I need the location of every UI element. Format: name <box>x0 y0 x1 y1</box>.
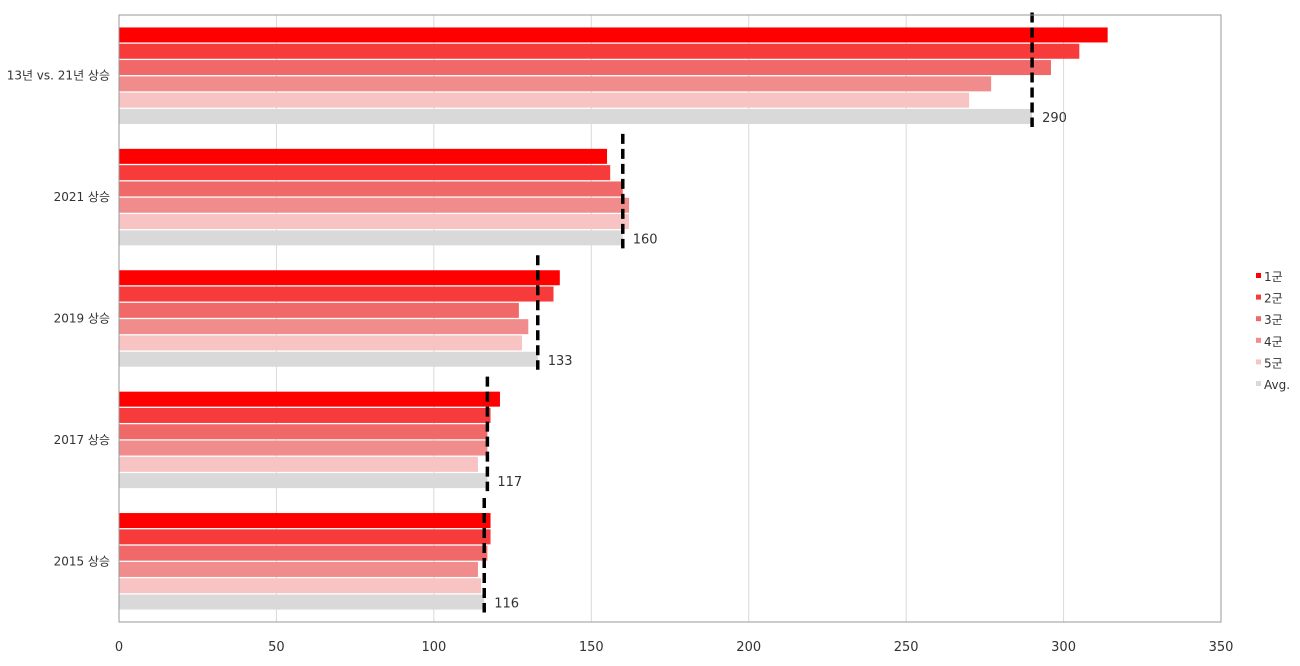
bar <box>119 319 529 335</box>
average-label: 160 <box>633 232 658 247</box>
legend-label: Avg. <box>1264 378 1290 392</box>
legend-label: 2군 <box>1264 292 1283 306</box>
bar <box>119 391 500 407</box>
average-lines <box>482 12 1034 613</box>
category-label: 2019 상승 <box>54 312 110 326</box>
bar <box>119 181 623 197</box>
x-tick-label: 150 <box>579 640 604 655</box>
bar <box>119 108 1033 124</box>
bar <box>119 76 992 92</box>
bar <box>119 214 630 230</box>
legend-swatch <box>1256 294 1261 300</box>
legend-label: 4군 <box>1264 335 1283 349</box>
x-tick-label: 0 <box>115 640 123 655</box>
bar <box>119 578 482 594</box>
average-label: 133 <box>548 354 573 369</box>
x-tick-label: 300 <box>1051 640 1076 655</box>
bar <box>119 473 488 489</box>
legend-swatch <box>1256 359 1261 365</box>
bar <box>119 92 970 108</box>
plot-frame <box>118 14 1222 623</box>
average-label: 117 <box>497 475 522 490</box>
x-tick-label: 250 <box>894 640 919 655</box>
x-tick-label: 200 <box>736 640 761 655</box>
bar <box>119 197 630 213</box>
bars <box>119 27 1108 610</box>
x-axis-tick-labels: 0 50 100 150 200 250 300 350 <box>115 640 1234 655</box>
average-label: 116 <box>494 597 519 612</box>
bar <box>119 351 538 367</box>
bar <box>119 230 623 246</box>
bar <box>119 335 523 351</box>
average-labels: 290 160 133 117 116 <box>494 111 1067 612</box>
bar <box>119 43 1080 59</box>
legend-swatch <box>1256 381 1261 386</box>
legend-swatch <box>1256 337 1261 343</box>
bar <box>119 27 1108 43</box>
category-label: 2015 상승 <box>54 554 110 568</box>
x-tick-label: 50 <box>268 640 285 655</box>
legend: 1군 2군 3군 4군 5군 Avg. <box>1256 270 1290 392</box>
category-labels: 13년 vs. 21년 상승 2021 상승 2019 상승 2017 상승 2015 … <box>7 69 110 569</box>
category-label: 2017 상승 <box>54 433 110 447</box>
bar <box>119 302 519 318</box>
bar <box>119 424 488 440</box>
bar <box>119 545 488 561</box>
bar <box>119 594 485 610</box>
legend-label: 5군 <box>1264 356 1283 370</box>
bar <box>119 456 478 472</box>
x-tick-label: 350 <box>1209 640 1234 655</box>
bar <box>119 513 491 529</box>
bar <box>119 270 560 286</box>
legend-label: 1군 <box>1264 270 1283 284</box>
bar <box>119 407 491 423</box>
bar <box>119 60 1051 76</box>
legend-swatch <box>1256 316 1261 322</box>
bar <box>119 561 478 577</box>
bar <box>119 440 488 456</box>
average-label: 290 <box>1042 111 1067 126</box>
legend-swatch <box>1256 273 1261 278</box>
bar <box>119 148 608 164</box>
bar <box>119 165 611 181</box>
x-tick-label: 100 <box>421 640 446 655</box>
bar <box>119 286 554 302</box>
bar <box>119 529 491 545</box>
category-label: 2021 상승 <box>54 190 110 204</box>
legend-label: 3군 <box>1264 313 1283 327</box>
category-label: 13년 vs. 21년 상승 <box>7 69 110 83</box>
